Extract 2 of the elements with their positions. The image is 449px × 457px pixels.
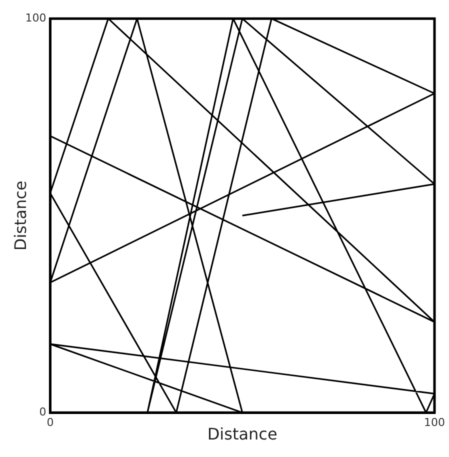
x-axis-title: Distance [207, 424, 278, 444]
y-axis-title: Distance [10, 180, 30, 251]
